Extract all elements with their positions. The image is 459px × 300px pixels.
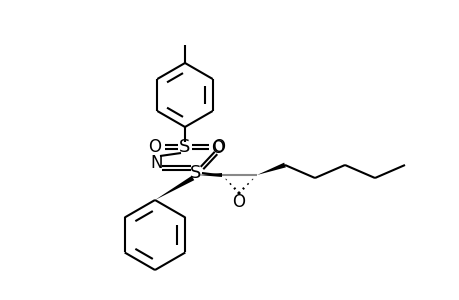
Polygon shape <box>197 173 222 177</box>
Text: S: S <box>179 138 190 156</box>
Polygon shape <box>155 176 194 200</box>
Text: O: O <box>211 139 224 157</box>
Polygon shape <box>257 163 285 175</box>
Text: O: O <box>232 193 245 211</box>
Text: O: O <box>212 138 225 156</box>
Text: S: S <box>190 164 201 182</box>
Text: N: N <box>151 154 163 172</box>
Text: O: O <box>148 138 161 156</box>
